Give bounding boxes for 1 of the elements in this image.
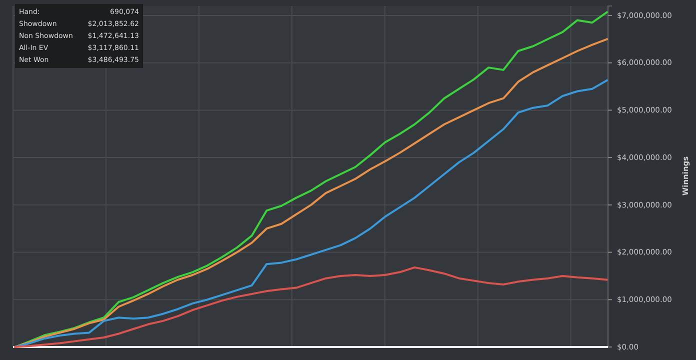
line-series [14,266,608,348]
